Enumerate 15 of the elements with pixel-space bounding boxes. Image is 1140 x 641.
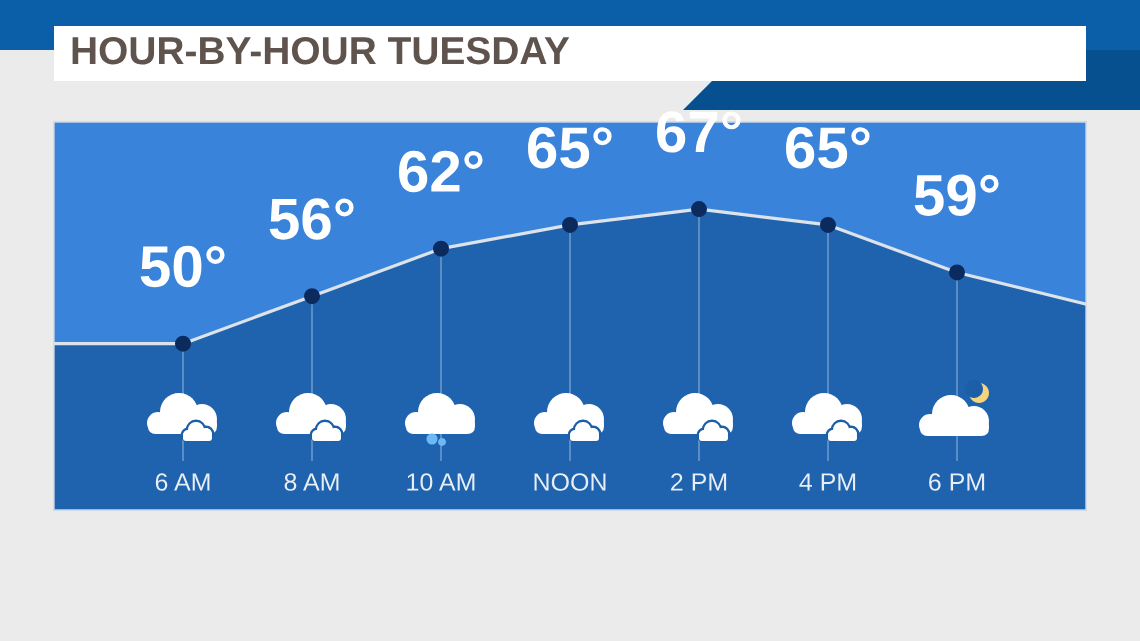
chart-title: HOUR-BY-HOUR TUESDAY [72, 36, 570, 65]
data-label: 50° [140, 245, 225, 288]
x-tick-label: 8 AM [284, 473, 339, 491]
x-tick-label: 6 PM [929, 473, 985, 491]
x-tick-label: 10 AM [407, 473, 475, 491]
data-label: 62° [399, 150, 483, 193]
x-tick-label: 4 PM [799, 473, 856, 491]
x-tick-label: 2 PM [671, 473, 727, 491]
data-label: 67° [657, 111, 741, 153]
data-label: 59° [914, 174, 999, 216]
data-label: 56° [269, 198, 354, 240]
data-label: 65° [786, 127, 870, 169]
data-label: 65° [528, 127, 612, 169]
x-tick-label: NOON [534, 473, 606, 491]
x-tick-label: 6 AM [155, 473, 210, 491]
